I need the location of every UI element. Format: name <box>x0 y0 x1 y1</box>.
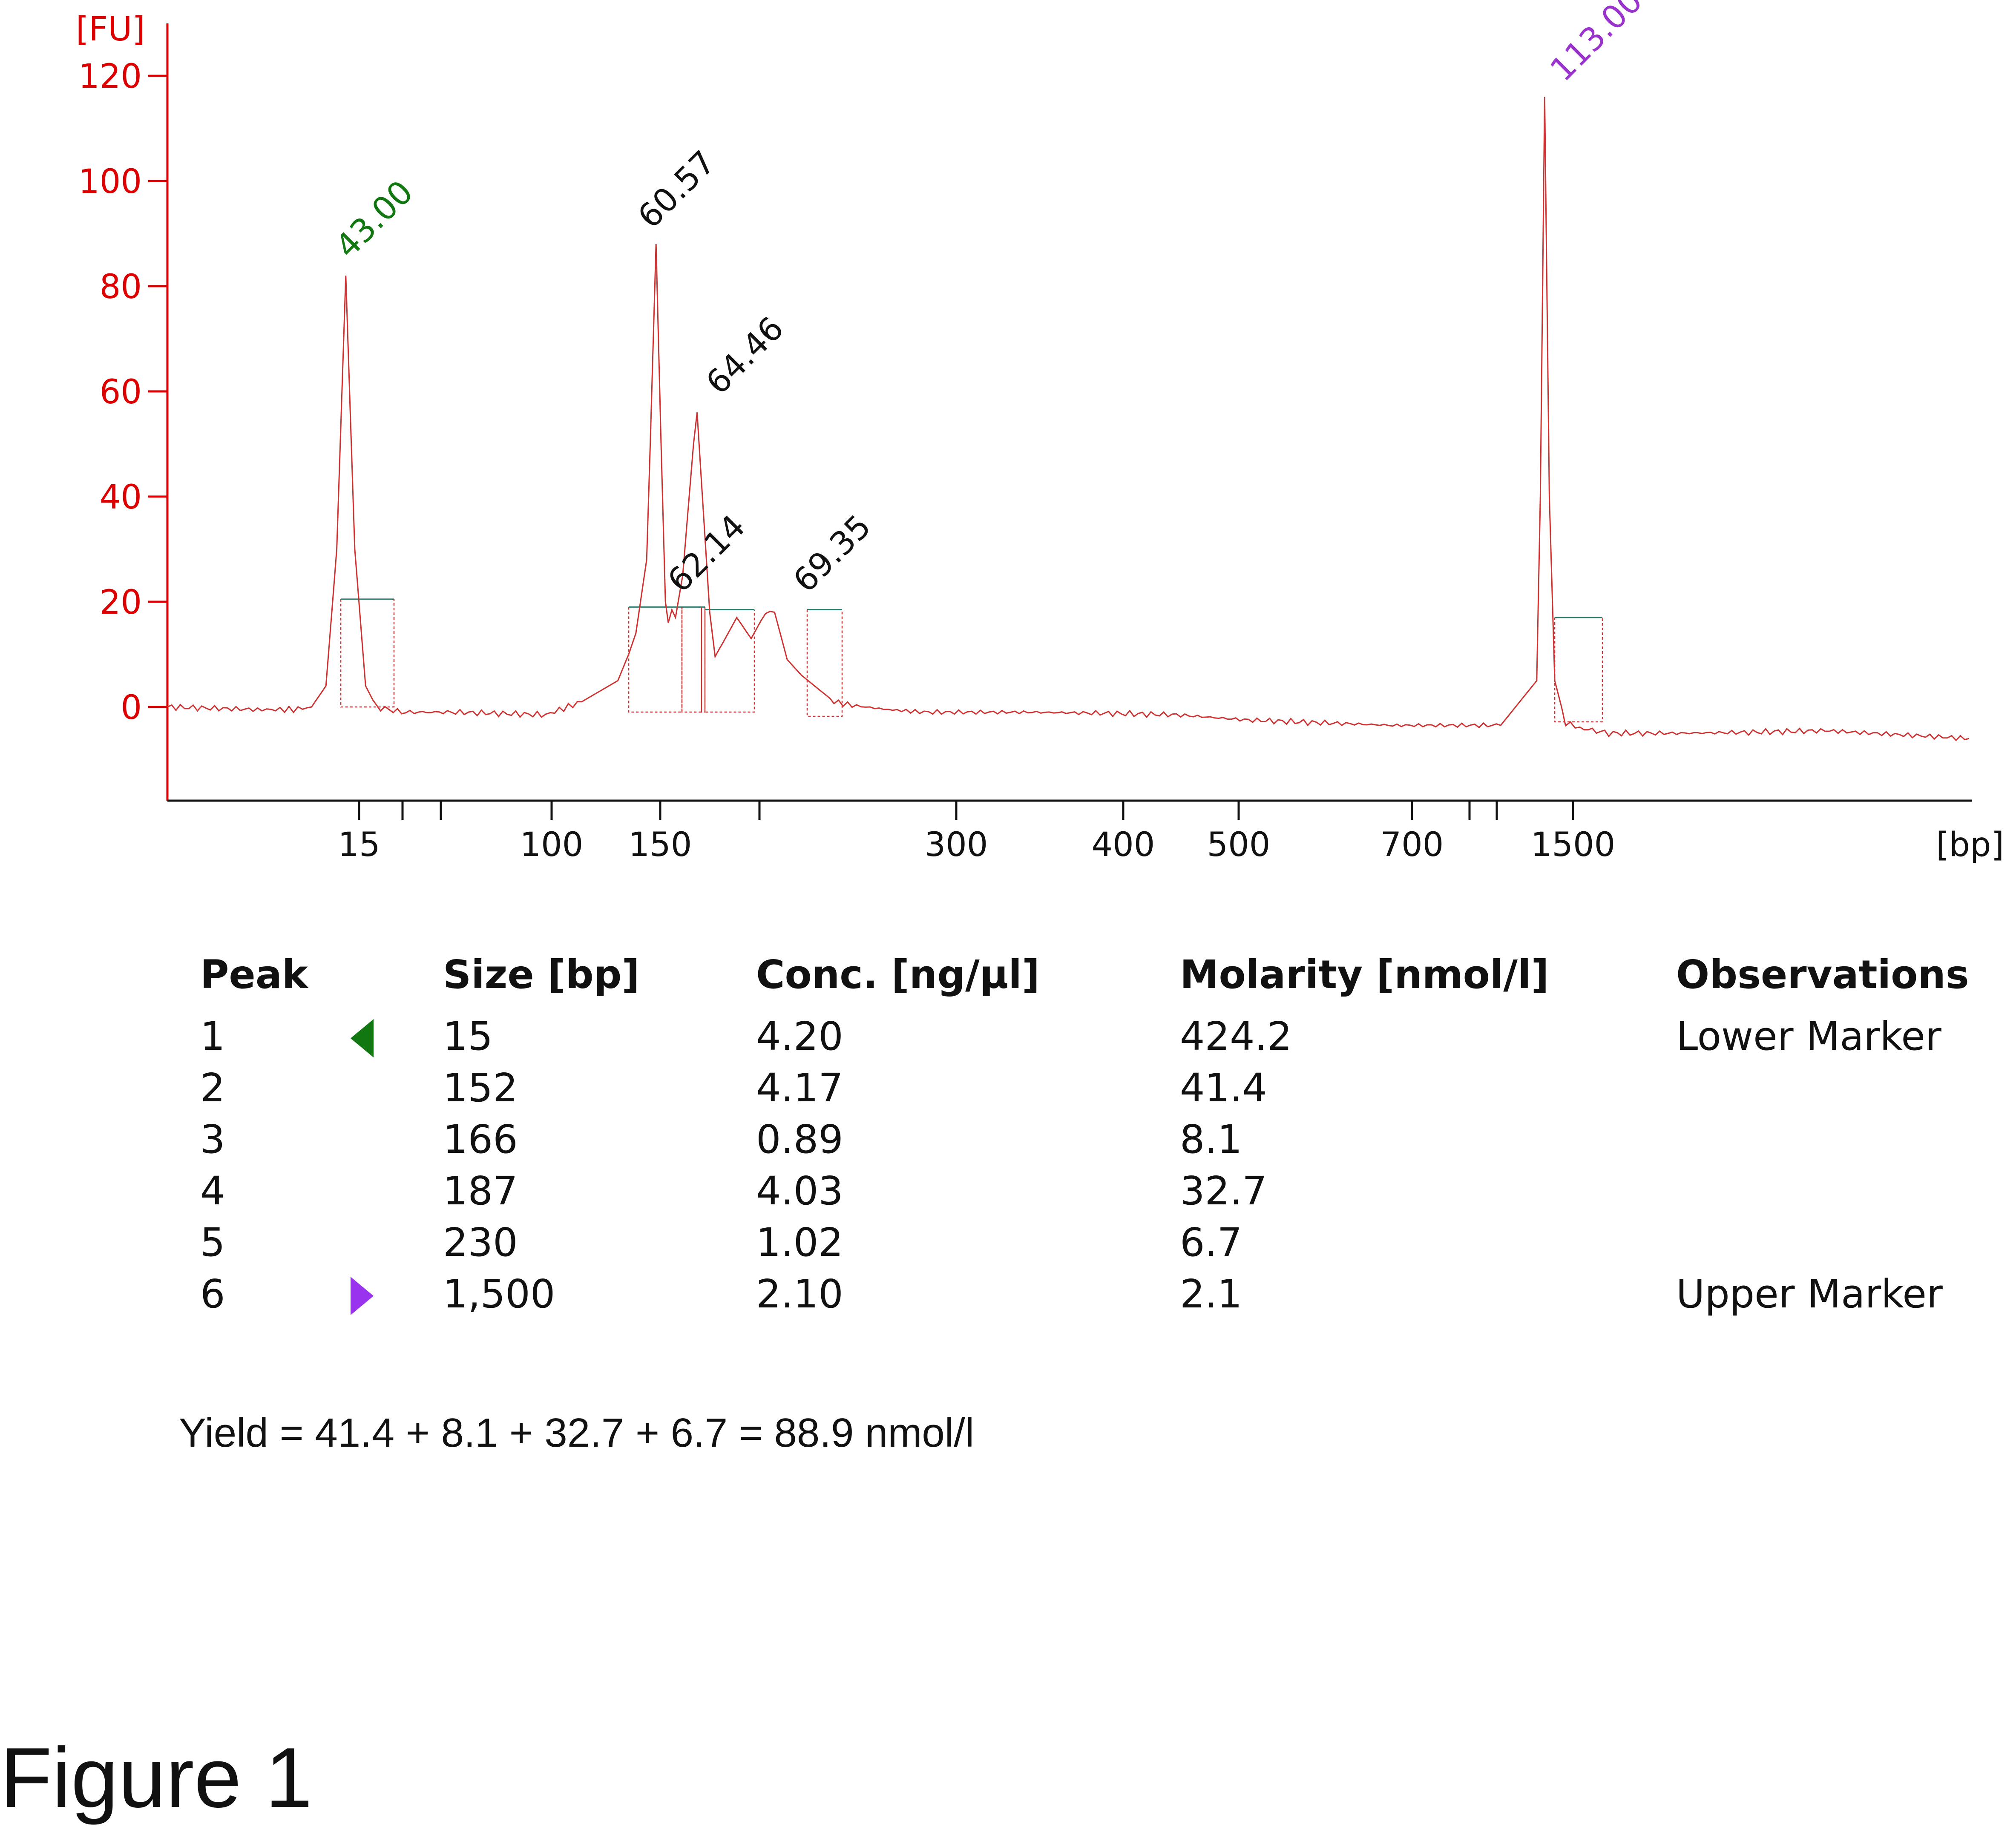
peak-bound-4 <box>701 607 706 713</box>
row-6-observations: Upper Marker <box>1676 1271 1943 1317</box>
y-tick-label-60: 60 <box>100 373 142 411</box>
peak-label-1: 43.00 <box>328 173 420 265</box>
row-6-size: 1,500 <box>443 1271 555 1317</box>
row-2-size: 152 <box>443 1065 518 1111</box>
row-6-molarity: 2.1 <box>1180 1271 1242 1317</box>
chart-axes: [FU] 0 20 40 60 80 100 120 15 100 150 300 400 500 700 1… <box>76 10 2004 864</box>
row-2-peak: 2 <box>200 1065 225 1111</box>
peak-label-4: 64.46 <box>699 309 791 402</box>
x-axis-unit-label: [bp] <box>1936 826 2004 864</box>
row-1-observations: Lower Marker <box>1676 1014 1941 1059</box>
row-3-conc: 0.89 <box>756 1117 843 1162</box>
row-3-peak: 3 <box>200 1117 225 1162</box>
lower-marker-icon <box>351 1019 374 1057</box>
row-5-size: 230 <box>443 1220 518 1265</box>
peak-label-5: 69.35 <box>786 507 878 600</box>
peak-label-6: 113.00 <box>1543 0 1650 89</box>
row-4-conc: 4.03 <box>756 1168 843 1214</box>
y-tick-label-40: 40 <box>100 478 142 517</box>
x-tick-label-300: 300 <box>925 826 988 864</box>
y-tick-label-120: 120 <box>78 57 142 96</box>
x-tick-label-400: 400 <box>1092 826 1155 864</box>
row-1-conc: 4.20 <box>756 1014 843 1059</box>
header-molarity: Molarity [nmol/l] <box>1180 952 1549 997</box>
row-1-peak: 1 <box>200 1014 225 1059</box>
row-5-molarity: 6.7 <box>1180 1220 1242 1265</box>
yield-text: Yield = 41.4 + 8.1 + 32.7 + 6.7 = 88.9 n… <box>179 1410 975 1456</box>
header-conc: Conc. [ng/µl] <box>756 952 1040 997</box>
peak-bound-3 <box>681 607 702 713</box>
x-tick-label-700: 700 <box>1380 826 1444 864</box>
header-observations: Observations <box>1676 952 1969 997</box>
x-tick-label-15: 15 <box>338 826 380 864</box>
peak-labels: 43.00 60.57 62.14 64.46 69.35 113.00 <box>328 0 1650 600</box>
y-tick-label-80: 80 <box>100 268 142 306</box>
x-tick-label-1500: 1500 <box>1531 826 1616 864</box>
row-6-peak: 6 <box>200 1271 225 1317</box>
row-6-conc: 2.10 <box>756 1271 843 1317</box>
row-5-peak: 5 <box>200 1220 225 1265</box>
peak-bound-6 <box>806 609 843 717</box>
electropherogram-chart: [FU] 0 20 40 60 80 100 120 15 100 150 300 400 500 700 1… <box>76 0 2004 864</box>
header-peak: Peak <box>200 952 308 997</box>
x-tick-label-100: 100 <box>520 826 584 864</box>
peak-boundaries <box>340 598 1603 723</box>
row-5-conc: 1.02 <box>756 1220 843 1265</box>
row-4-size: 187 <box>443 1168 518 1214</box>
peak-bound-1 <box>340 599 395 708</box>
y-tick-label-0: 0 <box>121 689 142 727</box>
peak-bound-5 <box>704 609 755 713</box>
row-2-conc: 4.17 <box>756 1065 843 1111</box>
peak-label-2: 60.57 <box>630 143 723 236</box>
y-tick-label-100: 100 <box>78 163 142 201</box>
x-tick-label-500: 500 <box>1207 826 1271 864</box>
y-axis-unit-label: [FU] <box>76 10 145 49</box>
row-2-molarity: 41.4 <box>1180 1065 1267 1111</box>
row-3-molarity: 8.1 <box>1180 1117 1242 1162</box>
row-4-peak: 4 <box>200 1168 225 1214</box>
series-trace <box>167 97 1970 741</box>
row-3-size: 166 <box>443 1117 518 1162</box>
row-1-size: 15 <box>443 1014 493 1059</box>
row-1-molarity: 424.2 <box>1180 1014 1292 1059</box>
row-4-molarity: 32.7 <box>1180 1168 1267 1214</box>
figure-label: Figure 1 <box>0 1730 313 1825</box>
peak-bound-2 <box>628 607 683 713</box>
y-tick-label-20: 20 <box>100 583 142 622</box>
header-size: Size [bp] <box>443 952 640 997</box>
upper-marker-icon <box>351 1277 374 1315</box>
x-tick-label-150: 150 <box>629 826 692 864</box>
peak-label-3: 62.14 <box>660 507 753 600</box>
